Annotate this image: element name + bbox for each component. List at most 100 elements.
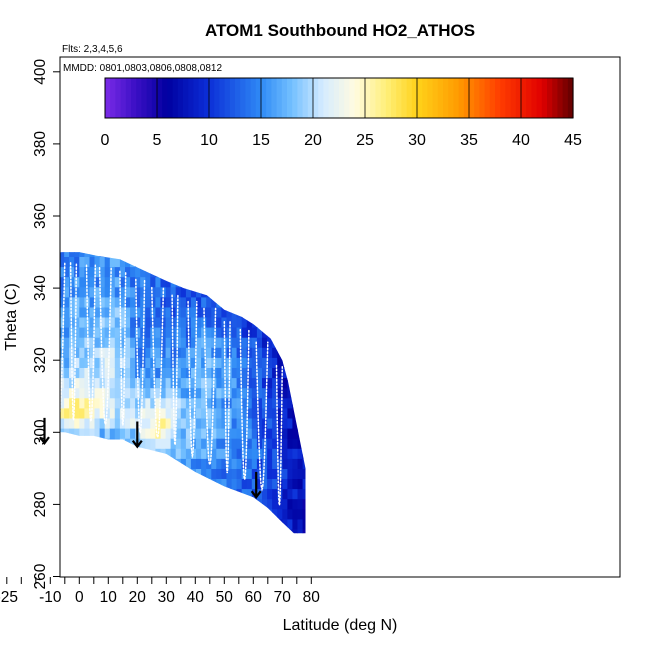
heatmap-cell	[196, 397, 202, 409]
heatmap-cell	[267, 357, 273, 368]
heatmap-cell	[60, 377, 65, 389]
heatmap-cell	[211, 306, 217, 318]
heatmap-cell	[140, 327, 146, 338]
heatmap-cell	[262, 488, 268, 500]
heatmap-cell	[74, 327, 80, 338]
heatmap-cell	[241, 296, 248, 308]
heatmap-cell	[211, 337, 217, 348]
heatmap-cell	[119, 306, 126, 318]
colorbar-segment	[203, 78, 210, 118]
heatmap-cell	[165, 337, 172, 348]
heatmap-cell	[64, 428, 70, 439]
heatmap-cell	[211, 296, 217, 308]
heatmap-cell	[211, 488, 217, 500]
heatmap-cell	[79, 337, 85, 348]
heatmap-cell	[216, 377, 222, 389]
heatmap-cell	[216, 428, 222, 439]
heatmap-cell	[84, 246, 91, 257]
heatmap-cell	[114, 387, 121, 399]
heatmap-cell	[175, 276, 182, 288]
heatmap-cell	[114, 417, 121, 429]
heatmap-cell	[18, 408, 24, 419]
heatmap-cell	[84, 438, 91, 449]
heatmap-cell	[104, 327, 111, 338]
heatmap-cell	[165, 397, 172, 409]
heatmap-cell	[69, 246, 75, 257]
heatmap-cell	[125, 276, 131, 288]
heatmap-cell	[104, 246, 111, 257]
heatmap-cell	[277, 347, 283, 358]
heatmap-cell	[302, 448, 306, 459]
colorbar-segment	[287, 78, 293, 118]
heatmap-cell	[94, 296, 101, 308]
heatmap-cell	[165, 377, 172, 389]
heatmap-cell	[145, 407, 151, 419]
colorbar-segment	[489, 78, 496, 118]
heatmap-cell	[236, 488, 243, 500]
heatmap-cell	[302, 458, 306, 469]
heatmap-cell	[125, 428, 131, 439]
heatmap-cell	[140, 256, 146, 268]
heatmap-cell	[165, 468, 172, 479]
heatmap-cell	[89, 377, 96, 389]
heatmap-cell	[262, 337, 268, 348]
heatmap-cell	[246, 347, 253, 358]
heatmap-cell	[292, 448, 299, 459]
heatmap-cell	[221, 448, 228, 459]
heatmap-cell	[175, 428, 182, 439]
heatmap-cell	[282, 347, 288, 358]
heatmap-cell	[114, 316, 121, 328]
colorbar-segment	[552, 78, 558, 118]
colorbar-segment	[214, 78, 220, 118]
heatmap-cell	[160, 367, 167, 379]
heatmap-cell	[3, 468, 9, 479]
heatmap-cell	[246, 468, 253, 479]
heatmap-cell	[44, 398, 50, 409]
heatmap-cell	[201, 327, 207, 338]
heatmap-cell	[206, 316, 212, 328]
heatmap-cell	[185, 458, 192, 469]
heatmap-cell	[89, 337, 96, 348]
colorbar-segment	[510, 78, 517, 118]
heatmap-cell	[297, 478, 304, 490]
heatmap-cell	[60, 397, 65, 409]
colorbar-segment	[276, 78, 283, 118]
heatmap-cell	[206, 428, 212, 439]
heatmap-cell	[277, 397, 283, 409]
heatmap-cell	[292, 438, 299, 449]
colorbar-segment	[526, 78, 532, 118]
heatmap-cell	[155, 296, 162, 308]
heatmap-cell	[262, 316, 268, 328]
heatmap-cell	[165, 276, 172, 288]
heatmap-cell	[262, 468, 268, 479]
heatmap-cell	[170, 397, 177, 409]
heatmap-cell	[277, 417, 283, 429]
heatmap-cell	[206, 296, 212, 308]
y-axis: 260 280 300 320 340 360 380 400	[32, 58, 60, 589]
heatmap-cell	[277, 448, 283, 459]
heatmap-cell	[175, 347, 182, 358]
heatmap-cell	[125, 367, 131, 379]
heatmap-cell	[251, 417, 258, 429]
heatmap-cell	[246, 478, 253, 490]
heatmap-cell	[185, 286, 192, 298]
colorbar-segment	[250, 78, 257, 118]
heatmap-cell	[297, 488, 304, 500]
heatmap-cell	[119, 387, 126, 399]
heatmap-cell	[287, 438, 294, 449]
heatmap-cell	[84, 428, 91, 439]
heatmap-cell	[272, 397, 278, 409]
heatmap-cell	[114, 327, 121, 338]
heatmap-cell	[272, 508, 278, 520]
heatmap-cell	[13, 428, 19, 439]
heatmap-cell	[114, 266, 121, 278]
heatmap-cell	[246, 357, 253, 368]
heatmap-cell	[216, 347, 222, 358]
colorbar-segment	[255, 78, 262, 118]
heatmap-cell	[8, 428, 14, 439]
heatmap-cell	[74, 438, 80, 449]
heatmap-cell	[69, 428, 75, 439]
heatmap-cell	[241, 478, 248, 490]
heatmap-cell	[292, 528, 299, 540]
heatmap-cell	[292, 518, 299, 530]
